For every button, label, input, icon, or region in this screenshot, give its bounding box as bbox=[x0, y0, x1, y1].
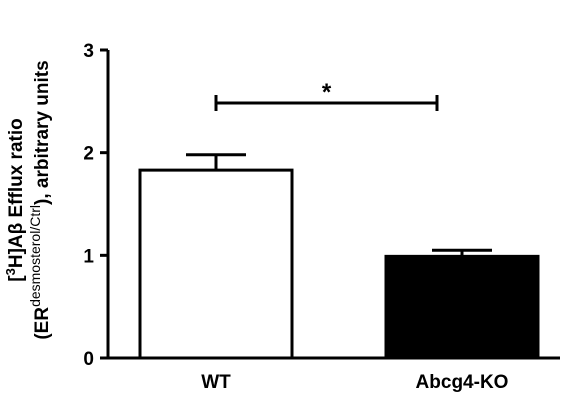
y-tick-label: 1 bbox=[83, 246, 94, 267]
x-tick-label: Abcg4-KO bbox=[416, 372, 509, 393]
y-label-sup: 3 bbox=[3, 268, 18, 275]
x-tick-label: WT bbox=[201, 372, 231, 393]
y-label-part: H]Aβ Efflux ratio bbox=[6, 118, 27, 268]
y-label-line2: (ERdesmosterol/Ctrl), arbitrary units bbox=[27, 60, 53, 339]
y-label-part: [ bbox=[6, 275, 27, 282]
y-label-part: ), arbitrary units bbox=[32, 60, 53, 205]
y-label-line1: [3H]Aβ Efflux ratio bbox=[3, 118, 27, 281]
y-label-part: (ER bbox=[32, 307, 53, 340]
bar bbox=[384, 254, 540, 360]
y-axis-title: [3H]Aβ Efflux ratio (ERdesmosterol/Ctrl)… bbox=[3, 60, 53, 339]
y-tick-label: 2 bbox=[83, 144, 94, 165]
y-tick-label: 3 bbox=[83, 41, 94, 62]
bar bbox=[138, 168, 294, 360]
y-label-sup: desmosterol/Ctrl bbox=[27, 205, 43, 307]
significance-label: * bbox=[322, 79, 332, 106]
y-tick-label: 0 bbox=[83, 349, 94, 370]
